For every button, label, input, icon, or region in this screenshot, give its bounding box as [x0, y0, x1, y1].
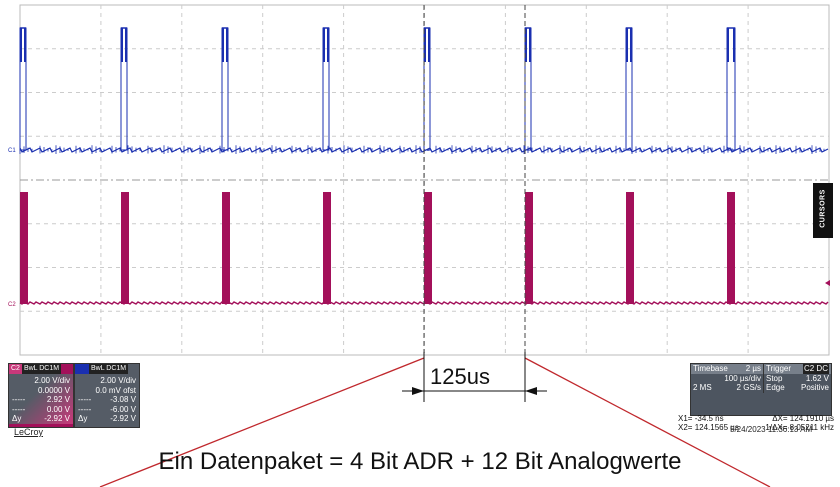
ch1-pulse-high: [222, 28, 224, 62]
ch2-pulse: [20, 192, 28, 304]
timebase-trigger-box[interactable]: Timebase 2 µs 100 µs/div 2 MS 2 GS/s Trigg…: [690, 363, 832, 416]
ch1-cursor2: -6.00 V: [110, 404, 136, 414]
trigger-slope: Positive: [800, 383, 829, 392]
ch1-vdiv: 2.00 V/div: [100, 376, 136, 385]
ch2-offset: 0.0000 V: [37, 385, 70, 395]
caption-text: Ein Datenpaket = 4 Bit ADR + 12 Bit Anal…: [158, 448, 682, 475]
inverse-delta-x-value: 8.05211 kHz: [789, 423, 834, 432]
channel-2-info-box[interactable]: C2 BwL DC1M 2.00 V/div 0.0000 V ----- 2.9…: [8, 363, 74, 428]
ch1-pulse-high: [733, 28, 735, 62]
ch1-pulse-high: [327, 28, 329, 62]
ch1-cursor1: -3.08 V: [110, 395, 136, 404]
ch2-pulse: [424, 192, 432, 304]
timebase-ms: 2 MS: [693, 383, 712, 392]
timestamp: 5/24/2023 11:36:13 AM: [730, 425, 813, 434]
lecroy-logo: LeCroy: [14, 427, 44, 437]
ch2-name: C2: [9, 364, 22, 374]
timebase-value: 2 µs: [745, 364, 761, 373]
ch1-pulse-high: [121, 28, 123, 62]
sample-rate: 2 GS/s: [736, 383, 761, 392]
ch1-pulse-high: [20, 28, 22, 62]
ch1-pulse-high: [626, 28, 628, 62]
ch1-tag: BwL DC1M: [89, 364, 129, 374]
delta-time-label: 125us: [430, 364, 490, 389]
ch1-delta-y: -2.92 V: [110, 414, 136, 423]
ch2-cursor1: 2.92 V: [46, 395, 70, 404]
ch2-cursor2: 0.00 V: [46, 404, 70, 414]
ch1-pulse-high: [424, 28, 426, 62]
channel-1-trace: [19, 27, 829, 154]
trigger-mode: Stop: [766, 373, 783, 383]
trigger-channel: C2 DC: [802, 364, 829, 374]
trigger-section[interactable]: Trigger C2 DC Stop 1.62 V Edge Positive: [764, 364, 831, 392]
ch2-vdiv: 2.00 V/div: [34, 376, 70, 385]
ch1-pulse-high: [125, 28, 127, 62]
annotation-zoom-left: [99, 357, 425, 487]
annotation-zoom-right: [524, 357, 771, 487]
ch2-pulse: [323, 192, 331, 304]
ch1-pulse-high: [529, 28, 531, 62]
cursors-tab[interactable]: CURSORS: [813, 183, 833, 238]
channel-1-info-box[interactable]: BwL DC1M 2.00 V/div 0.0 mV ofst ----- -3.…: [74, 363, 140, 428]
timebase-section[interactable]: Timebase 2 µs 100 µs/div 2 MS 2 GS/s: [691, 364, 764, 393]
delta-x-value: 124.1910 µs: [789, 414, 834, 423]
ch1-pulse-high: [226, 28, 228, 62]
ch1-pulse-high: [323, 28, 325, 62]
ch1-marker: C1: [8, 148, 16, 154]
ch1-color-chip: [75, 364, 89, 374]
trigger-type: Edge: [766, 383, 785, 392]
ch1-pulse-high: [727, 28, 729, 62]
ch1-offset: 0.0 mV ofst: [95, 385, 136, 395]
ch2-pulse: [525, 192, 533, 304]
ch1-pulse-high: [630, 28, 632, 62]
ch2-delta-y: -2.92 V: [44, 414, 70, 423]
ch1-pulse-high: [24, 28, 26, 62]
ch1-pulse-high: [428, 28, 430, 62]
ch2-marker: C2: [8, 302, 16, 308]
cursor-lines[interactable]: [423, 5, 526, 358]
x1-value: -34.5 ns: [694, 414, 724, 423]
ch2-pulse: [222, 192, 230, 304]
ch1-pulse-high: [525, 28, 527, 62]
cursor-readout: X1= -34.5 ns ΔX= 124.1910 µs X2= 124.1565…: [678, 414, 834, 432]
ch2-pulse: [727, 192, 735, 304]
dimension-arrow-right: [525, 387, 537, 395]
ch2-pulse: [626, 192, 634, 304]
annotation-lines: [99, 352, 771, 487]
trigger-level-marker: [825, 280, 830, 286]
ch2-tag: BwL DC1M: [21, 364, 62, 374]
timebase-div: 100 µs/div: [724, 373, 761, 383]
trigger-level: 1.62 V: [805, 373, 829, 383]
dimension-arrow-left: [412, 387, 424, 395]
x2-value: 124.1565 µs: [694, 423, 739, 432]
ch2-pulse: [121, 192, 129, 304]
